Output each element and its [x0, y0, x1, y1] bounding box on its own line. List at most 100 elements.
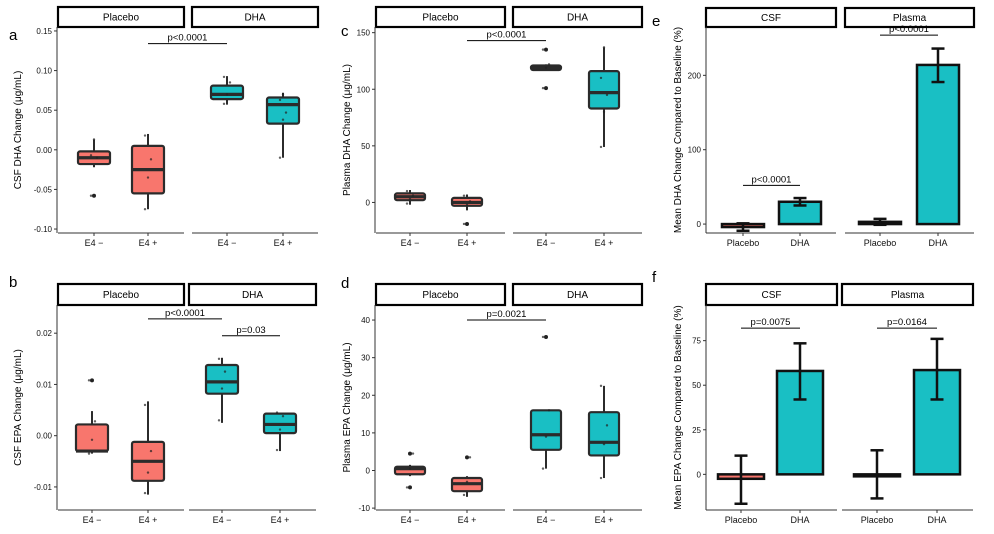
group-2: Placebo: [852, 449, 902, 525]
p-value-label: p=0.03: [236, 325, 265, 336]
group-0: E4 −: [393, 451, 427, 525]
group-3: E4 +: [587, 384, 621, 525]
y-tick-label: 75: [692, 337, 701, 346]
data-point: [222, 102, 226, 106]
p-value-label: p=0.0075: [751, 317, 791, 328]
data-point: [95, 156, 99, 159]
data-point: [143, 403, 147, 407]
data-point: [405, 189, 409, 193]
facet-label: Plasma: [891, 290, 925, 301]
group-2: E4 −: [529, 334, 563, 525]
x-tick-label: E4 −: [83, 515, 102, 525]
data-point: [602, 110, 606, 114]
y-axis-label: Mean DHA Change Compared to Baseline (%): [673, 27, 684, 233]
x-tick-label: E4 −: [218, 238, 237, 248]
x-tick-label: DHA: [790, 238, 809, 248]
facet-strip: [56, 5, 186, 29]
x-tick-label: E4 −: [401, 238, 420, 248]
data-point: [275, 448, 279, 452]
data-point: [602, 442, 606, 446]
facet-strip: [511, 5, 644, 29]
facet-label: Placebo: [103, 290, 140, 301]
data-point: [92, 138, 96, 141]
data-point: [605, 424, 609, 427]
data-point: [284, 111, 288, 114]
y-tick-label: -0.01: [34, 483, 53, 492]
x-tick-label: E4 +: [458, 238, 477, 248]
panel-letter: e: [652, 13, 660, 30]
facet-strip: [187, 282, 318, 307]
facet-strip: [56, 282, 186, 307]
panel-letter: a: [9, 27, 18, 44]
facet-strip: [190, 5, 320, 29]
data-point: [462, 194, 466, 197]
data-point: [90, 438, 94, 441]
facet-strip: [374, 5, 507, 29]
bar: [915, 63, 961, 226]
y-tick-label: 0.00: [36, 146, 52, 155]
x-tick-label: E4 +: [139, 238, 158, 248]
data-point: [143, 491, 147, 495]
group-3: DHA: [912, 337, 962, 525]
data-point: [541, 48, 545, 51]
x-tick-label: E4 +: [271, 515, 290, 525]
x-tick-label: E4 +: [595, 515, 614, 525]
facet-label: DHA: [242, 290, 263, 301]
facet-label: Placebo: [422, 13, 459, 24]
y-tick-label: 0: [366, 467, 371, 476]
data-point: [93, 420, 97, 423]
group-1: DHA: [775, 342, 825, 525]
facet-label: DHA: [567, 13, 588, 24]
group-0: Placebo: [720, 222, 766, 248]
data-point: [408, 467, 412, 470]
outlier-point: [544, 334, 548, 339]
data-point: [462, 222, 466, 226]
data-point: [278, 156, 282, 159]
facet-label: Placebo: [103, 13, 140, 24]
box: [204, 363, 240, 395]
facet-label: DHA: [567, 290, 588, 301]
x-tick-label: DHA: [928, 238, 947, 248]
group-3: E4 +: [262, 411, 298, 525]
y-tick-label: 40: [361, 316, 370, 325]
p-value-label: p=0.0021: [487, 309, 527, 320]
p-value-label: p<0.0001: [487, 30, 527, 41]
p-value-label: p<0.0001: [168, 33, 208, 44]
panel-letter: c: [341, 23, 349, 40]
y-tick-label: -10: [358, 504, 370, 513]
group-2: E4 −: [529, 47, 563, 248]
y-tick-label: 200: [688, 71, 702, 80]
y-tick-label: -0.10: [34, 225, 53, 234]
x-tick-label: E4 +: [458, 515, 477, 525]
box: [209, 84, 245, 101]
data-point: [411, 194, 415, 197]
data-point: [605, 93, 609, 97]
x-tick-label: Placebo: [861, 515, 894, 525]
group-0: Placebo: [716, 454, 766, 525]
y-tick-label: -0.05: [34, 185, 53, 194]
group-1: E4 +: [130, 401, 166, 525]
data-point: [547, 63, 551, 66]
data-point: [411, 452, 415, 455]
data-point: [146, 176, 150, 179]
data-point: [222, 75, 226, 79]
data-point: [220, 387, 224, 390]
facet-strip: [704, 282, 839, 307]
data-point: [143, 208, 147, 211]
group-1: DHA: [777, 196, 823, 248]
x-tick-label: E4 −: [537, 515, 556, 525]
data-point: [462, 493, 466, 497]
y-axis-label: Plasma EPA Change (μg/mL): [342, 342, 353, 472]
facet-strip: [704, 6, 838, 29]
outlier-point: [92, 193, 96, 198]
group-3: DHA: [915, 47, 961, 248]
y-tick-label: 50: [361, 142, 370, 151]
y-tick-label: 150: [357, 29, 371, 38]
y-axis-label: CSF DHA Change (μg/mL): [13, 71, 24, 190]
x-tick-label: DHA: [790, 515, 809, 525]
x-tick-label: E4 +: [139, 515, 158, 525]
y-tick-label: 0: [697, 470, 702, 479]
y-tick-label: 10: [361, 429, 370, 438]
data-point: [465, 203, 469, 206]
facet-label: CSF: [761, 13, 781, 24]
